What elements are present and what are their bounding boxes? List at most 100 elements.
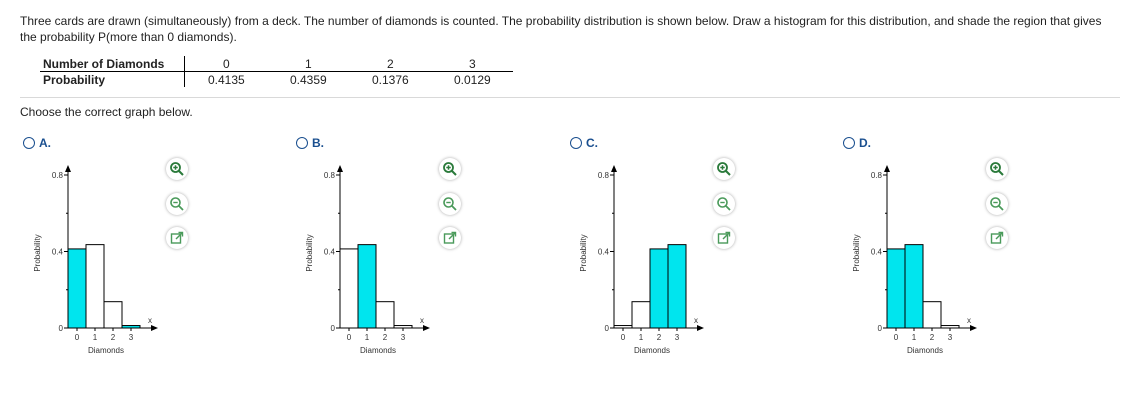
zoom-in-button-d[interactable] <box>986 158 1008 180</box>
radio-button-c[interactable] <box>570 137 582 149</box>
zoom-in-button-b[interactable] <box>439 158 461 180</box>
x-tick-label: 1 <box>365 333 370 342</box>
zoom-in-icon <box>990 162 1004 176</box>
y-tick-label: 0.4 <box>52 248 64 257</box>
open-new-window-icon <box>443 231 457 244</box>
histogram-bar <box>886 248 906 329</box>
histogram-bar <box>85 244 105 329</box>
y-tick-label: 0.8 <box>871 171 883 180</box>
enlarge-button-c[interactable] <box>713 227 735 249</box>
x-tick-label: 2 <box>383 333 388 342</box>
x-tick-label: 0 <box>621 333 626 342</box>
y-axis-title: Probability <box>852 234 861 271</box>
table-cell-p1: 0.4359 <box>289 72 327 87</box>
x-axis-arrow <box>970 325 977 331</box>
histogram-d: 0 0.4 0.8 0 1 2 3 x Diamonds Probability <box>852 165 977 355</box>
option-d[interactable]: D. <box>843 136 871 150</box>
option-label-c: C. <box>586 136 598 150</box>
y-axis-title: Probability <box>33 234 42 271</box>
table-cell-x3: 3 <box>431 56 514 72</box>
zoom-out-button-c[interactable] <box>713 193 735 215</box>
histogram-bar <box>667 244 687 329</box>
histogram-bar <box>339 248 359 329</box>
zoom-out-icon <box>170 197 184 211</box>
x-tick-label: 3 <box>401 333 406 342</box>
radio-button-d[interactable] <box>843 137 855 149</box>
x-axis-arrow <box>151 325 158 331</box>
y-tick-label: 0 <box>59 324 64 333</box>
x-axis-letter: x <box>967 316 971 325</box>
table-cell-p2: 0.1376 <box>371 72 409 87</box>
y-axis-title: Probability <box>305 234 314 271</box>
option-c[interactable]: C. <box>570 136 598 150</box>
x-axis-letter: x <box>420 316 424 325</box>
x-tick-label: 0 <box>75 333 80 342</box>
histogram-bar <box>922 301 942 329</box>
y-tick-label: 0.4 <box>324 248 336 257</box>
option-label-d: D. <box>859 136 871 150</box>
open-new-window-icon <box>717 231 731 244</box>
zoom-out-button-d[interactable] <box>986 193 1008 215</box>
histogram-b: 0 0.4 0.8 0 1 2 3 x Diamonds Probability <box>305 165 430 355</box>
histogram-bar <box>649 248 669 329</box>
y-axis-arrow <box>337 165 343 172</box>
zoom-in-button-c[interactable] <box>713 158 735 180</box>
enlarge-button-a[interactable] <box>166 227 188 249</box>
open-new-window-icon <box>990 231 1004 244</box>
zoom-in-icon <box>443 162 457 176</box>
divider <box>20 97 1120 98</box>
x-tick-label: 3 <box>675 333 680 342</box>
table-cell-x1: 1 <box>267 56 350 72</box>
y-tick-label: 0.4 <box>871 248 883 257</box>
zoom-in-icon <box>170 162 184 176</box>
option-label-b: B. <box>312 136 324 150</box>
histogram-bar <box>904 244 924 329</box>
option-b[interactable]: B. <box>296 136 324 150</box>
question-text: Three cards are drawn (simultaneously) f… <box>20 14 1102 44</box>
y-axis-arrow <box>65 165 71 172</box>
option-a[interactable]: A. <box>23 136 51 150</box>
x-tick-label: 0 <box>894 333 899 342</box>
table-cell-p3: 0.0129 <box>453 72 491 87</box>
y-tick-label: 0.8 <box>52 171 64 180</box>
y-tick-label: 0.8 <box>598 171 610 180</box>
x-tick-label: 0 <box>347 333 352 342</box>
histogram-bar <box>631 301 651 329</box>
y-tick-label: 0.4 <box>598 248 610 257</box>
open-new-window-icon <box>170 231 184 244</box>
y-tick-label: 0 <box>331 324 336 333</box>
y-tick-label: 0 <box>605 324 610 333</box>
x-tick-label: 3 <box>129 333 134 342</box>
table-row-label-p: Probability <box>40 71 186 87</box>
table-cell-x2: 2 <box>349 56 432 72</box>
y-axis-arrow <box>884 165 890 172</box>
zoom-in-button-a[interactable] <box>166 158 188 180</box>
x-tick-label: 1 <box>93 333 98 342</box>
histogram-c: 0 0.4 0.8 0 1 2 3 x Diamonds Probability <box>579 165 704 355</box>
x-axis-title: Diamonds <box>907 346 943 355</box>
x-axis-title: Diamonds <box>360 346 396 355</box>
x-tick-label: 2 <box>111 333 116 342</box>
histogram-bar <box>121 325 141 329</box>
x-tick-label: 2 <box>657 333 662 342</box>
zoom-in-icon <box>717 162 731 176</box>
x-tick-label: 1 <box>912 333 917 342</box>
enlarge-button-b[interactable] <box>439 227 461 249</box>
prompt-text: Choose the correct graph below. <box>20 105 193 119</box>
y-tick-label: 0.8 <box>324 171 336 180</box>
x-axis-arrow <box>697 325 704 331</box>
radio-button-b[interactable] <box>296 137 308 149</box>
x-tick-label: 2 <box>930 333 935 342</box>
zoom-out-button-a[interactable] <box>166 193 188 215</box>
x-axis-letter: x <box>148 316 152 325</box>
option-label-a: A. <box>39 136 51 150</box>
x-axis-title: Diamonds <box>88 346 124 355</box>
histogram-bar <box>67 248 87 329</box>
zoom-out-icon <box>717 197 731 211</box>
y-axis-title: Probability <box>579 234 588 271</box>
zoom-out-button-b[interactable] <box>439 193 461 215</box>
enlarge-button-d[interactable] <box>986 227 1008 249</box>
radio-button-a[interactable] <box>23 137 35 149</box>
histogram-bar <box>393 325 413 329</box>
histogram-bar <box>375 301 395 329</box>
